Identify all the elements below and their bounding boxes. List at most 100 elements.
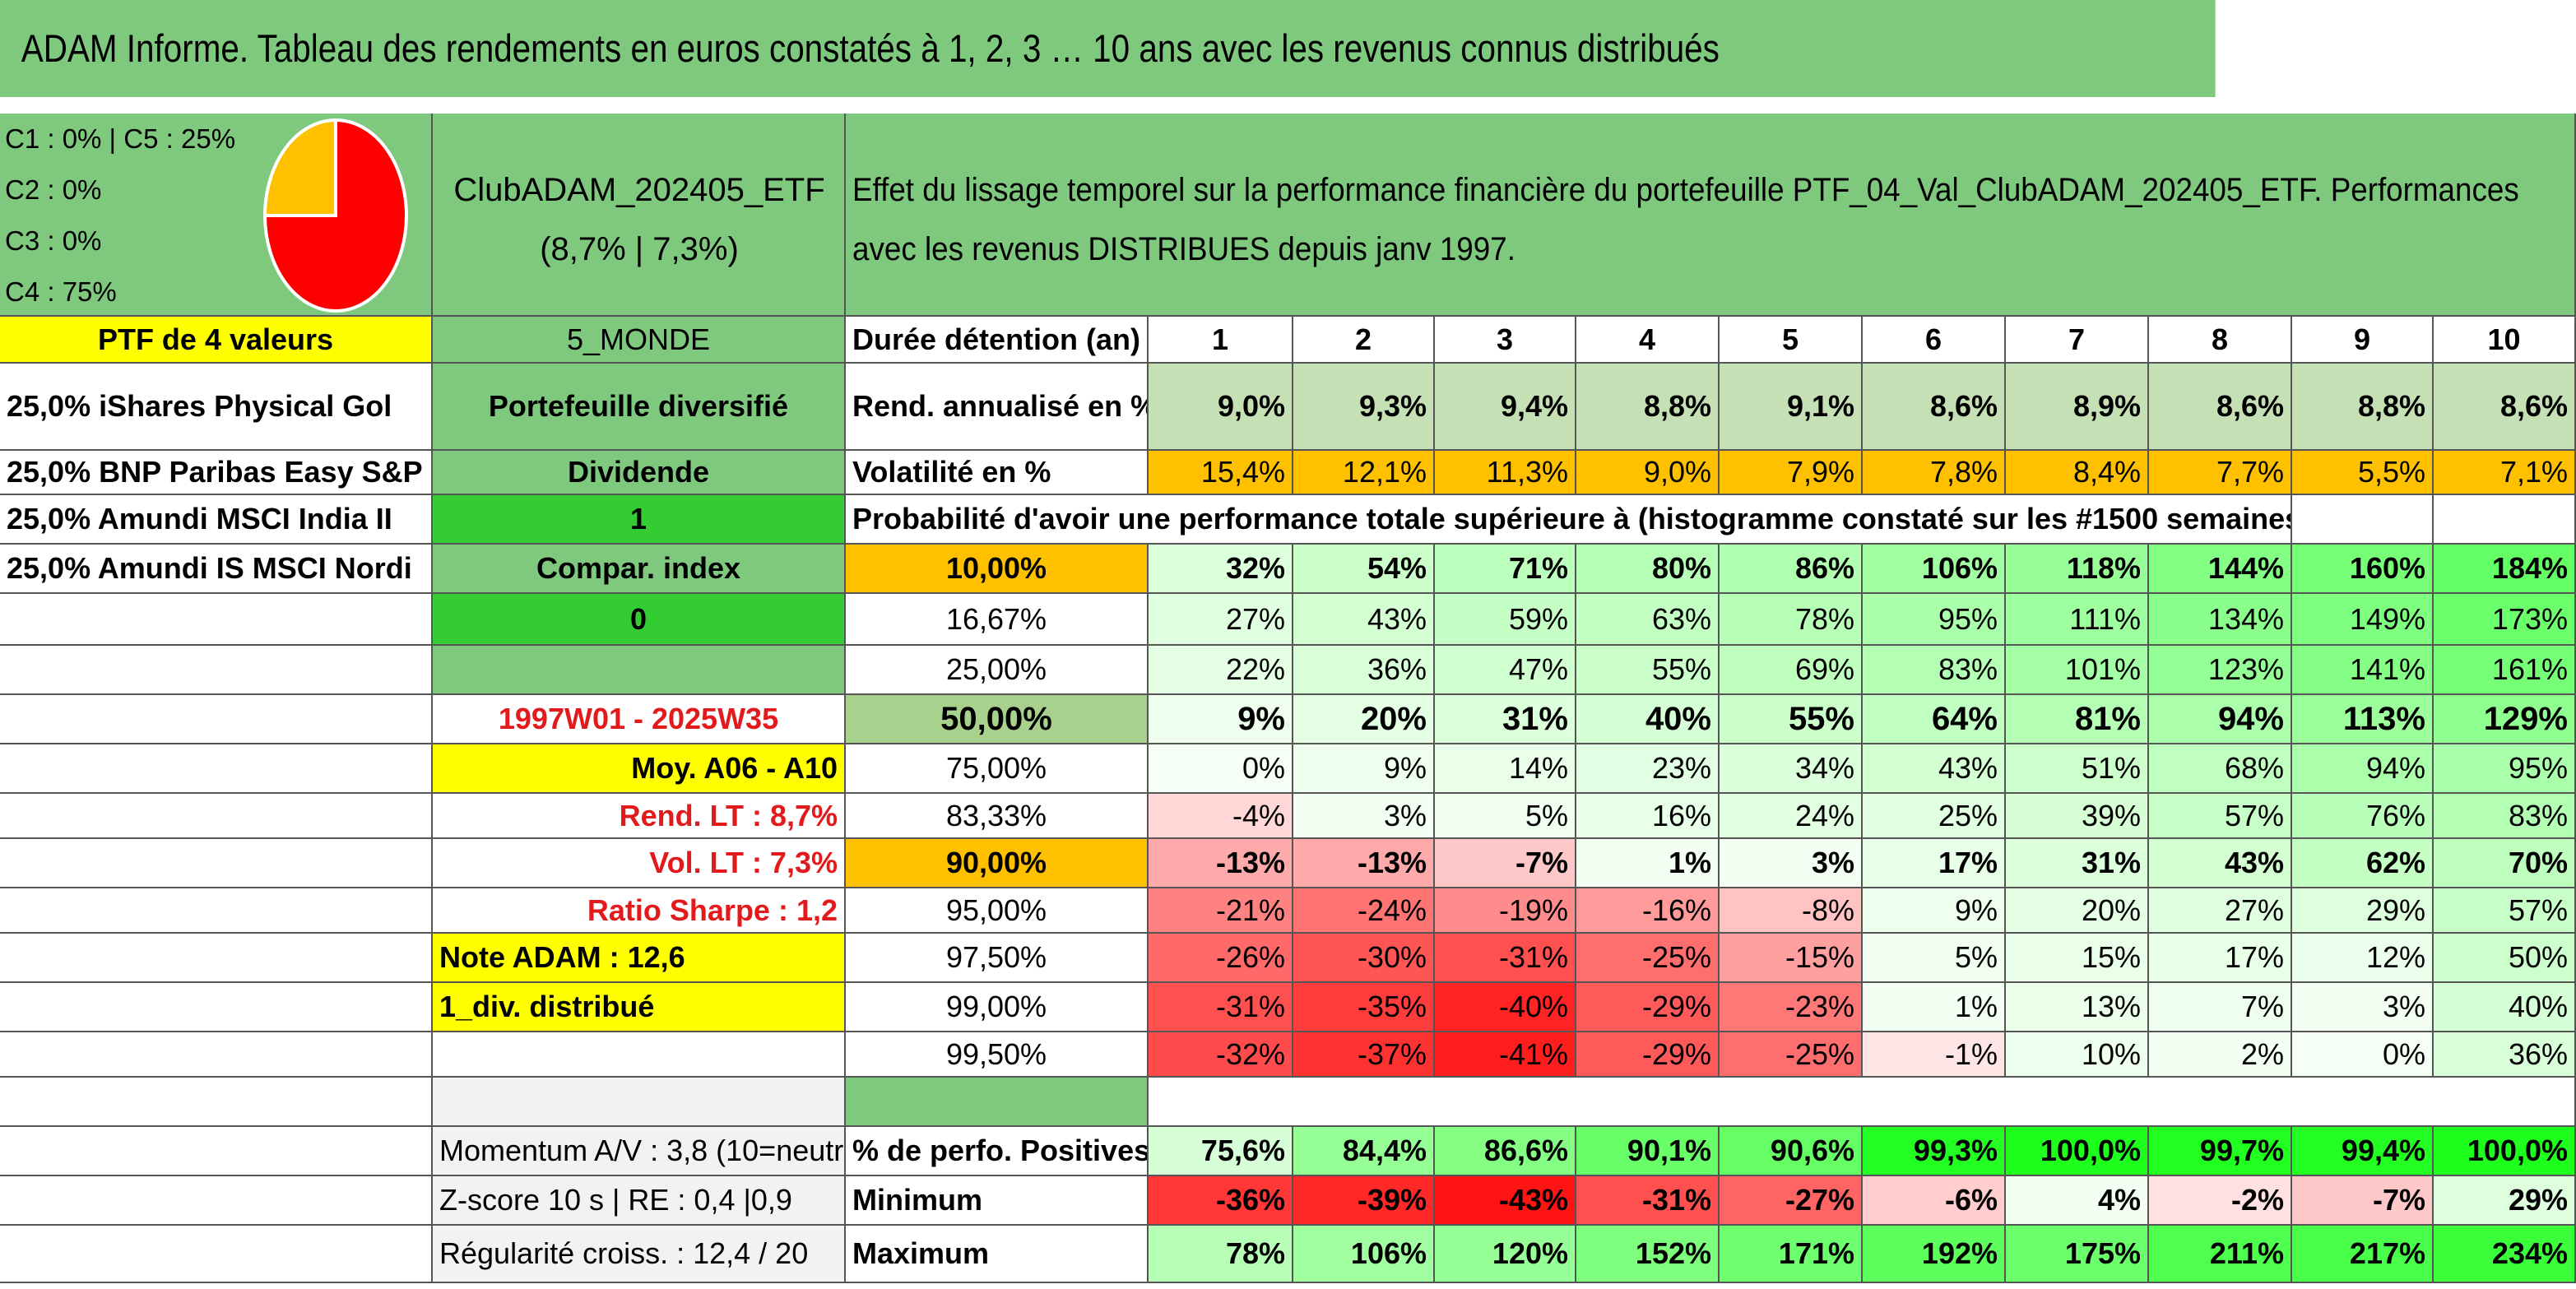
probability-value[interactable]: 27% <box>2149 888 2292 934</box>
probability-value[interactable]: 0% <box>2292 1032 2434 1078</box>
max-value[interactable]: 152% <box>1576 1226 1720 1283</box>
probability-threshold[interactable]: 10,00% <box>846 545 1149 594</box>
probability-value[interactable]: 24% <box>1720 794 1863 839</box>
probability-value[interactable]: -29% <box>1576 983 1720 1032</box>
year-header[interactable]: 8 <box>2149 317 2292 364</box>
probability-value[interactable]: 47% <box>1435 646 1576 695</box>
probability-threshold[interactable]: 97,50% <box>846 934 1149 983</box>
probability-value[interactable]: -24% <box>1293 888 1435 934</box>
pos-value[interactable]: 100,0% <box>2006 1127 2149 1176</box>
fund-box[interactable] <box>433 114 846 317</box>
probability-value[interactable]: -25% <box>1576 934 1720 983</box>
year-header[interactable]: 1 <box>1149 317 1293 364</box>
probability-value[interactable]: -40% <box>1435 983 1576 1032</box>
pos-value[interactable]: 84,4% <box>1293 1127 1435 1176</box>
probability-value[interactable]: -19% <box>1435 888 1576 934</box>
pos-value[interactable]: 99,4% <box>2292 1127 2434 1176</box>
year-header[interactable]: 3 <box>1435 317 1576 364</box>
empty-cell[interactable] <box>0 695 433 744</box>
probability-threshold[interactable]: 95,00% <box>846 888 1149 934</box>
probability-value[interactable]: 70% <box>2434 839 2576 888</box>
vol-value[interactable]: 7,8% <box>1863 451 2006 495</box>
pos-value[interactable]: 90,6% <box>1720 1127 1863 1176</box>
probability-value[interactable]: 36% <box>2434 1032 2576 1078</box>
probability-threshold[interactable]: 99,00% <box>846 983 1149 1032</box>
probability-value[interactable]: 32% <box>1149 545 1293 594</box>
year-header[interactable]: 4 <box>1576 317 1720 364</box>
empty-cell[interactable] <box>0 794 433 839</box>
dividende-label[interactable]: Dividende <box>433 451 846 495</box>
probability-threshold[interactable]: 90,00% <box>846 839 1149 888</box>
rend-value[interactable]: 9,1% <box>1720 364 1863 451</box>
probability-value[interactable]: -32% <box>1149 1032 1293 1078</box>
year-header[interactable]: 7 <box>2006 317 2149 364</box>
empty-cell[interactable] <box>0 744 433 794</box>
empty-cell[interactable] <box>433 1078 846 1127</box>
probability-value[interactable]: 83% <box>1863 646 2006 695</box>
vol-value[interactable]: 7,9% <box>1720 451 1863 495</box>
probability-value[interactable]: 43% <box>1863 744 2006 794</box>
probability-value[interactable]: -23% <box>1720 983 1863 1032</box>
probability-value[interactable]: 40% <box>1576 695 1720 744</box>
probability-value[interactable]: 0% <box>1149 744 1293 794</box>
sharpe-label[interactable]: Ratio Sharpe : 1,2 <box>433 888 846 934</box>
probability-value[interactable]: 23% <box>1576 744 1720 794</box>
probability-value[interactable]: 3% <box>1720 839 1863 888</box>
max-value[interactable]: 106% <box>1293 1226 1435 1283</box>
probability-value[interactable]: 184% <box>2434 545 2576 594</box>
probability-value[interactable]: -13% <box>1149 839 1293 888</box>
probability-value[interactable]: 123% <box>2149 646 2292 695</box>
year-header[interactable]: 10 <box>2434 317 2576 364</box>
probability-value[interactable]: -35% <box>1293 983 1435 1032</box>
probability-value[interactable]: 10% <box>2006 1032 2149 1078</box>
probability-value[interactable]: 20% <box>1293 695 1435 744</box>
probability-value[interactable]: 57% <box>2434 888 2576 934</box>
max-value[interactable]: 192% <box>1863 1226 2006 1283</box>
probability-value[interactable]: 80% <box>1576 545 1720 594</box>
probability-value[interactable]: 55% <box>1720 695 1863 744</box>
probability-value[interactable]: -41% <box>1435 1032 1576 1078</box>
probability-value[interactable]: -15% <box>1720 934 1863 983</box>
probability-value[interactable]: 9% <box>1149 695 1293 744</box>
probability-value[interactable]: -13% <box>1293 839 1435 888</box>
vol-value[interactable]: 7,7% <box>2149 451 2292 495</box>
empty-cell[interactable] <box>0 888 433 934</box>
probability-value[interactable]: 12% <box>2292 934 2434 983</box>
max-label[interactable]: Maximum <box>846 1226 1149 1283</box>
vol-value[interactable]: 7,1% <box>2434 451 2576 495</box>
probability-value[interactable]: 7% <box>2149 983 2292 1032</box>
max-value[interactable]: 78% <box>1149 1226 1293 1283</box>
max-value[interactable]: 171% <box>1720 1226 1863 1283</box>
probability-value[interactable]: 25% <box>1863 794 2006 839</box>
probability-value[interactable]: 173% <box>2434 594 2576 646</box>
probability-value[interactable]: 29% <box>2292 888 2434 934</box>
empty-cell[interactable] <box>0 594 433 646</box>
probability-value[interactable]: 2% <box>2149 1032 2292 1078</box>
rend-value[interactable]: 9,3% <box>1293 364 1435 451</box>
rend-label[interactable]: Rend. annualisé en % <box>846 364 1149 451</box>
probability-value[interactable]: -25% <box>1720 1032 1863 1078</box>
rend-value[interactable]: 9,0% <box>1149 364 1293 451</box>
probability-value[interactable]: 9% <box>1863 888 2006 934</box>
vol-value[interactable]: 9,0% <box>1576 451 1720 495</box>
pos-value[interactable]: 99,3% <box>1863 1127 2006 1176</box>
probability-value[interactable]: 14% <box>1435 744 1576 794</box>
period-label[interactable]: 1997W01 - 2025W35 <box>433 695 846 744</box>
min-value[interactable]: -6% <box>1863 1176 2006 1226</box>
min-value[interactable]: -39% <box>1293 1176 1435 1226</box>
min-value[interactable]: -7% <box>2292 1176 2434 1226</box>
probability-value[interactable]: -30% <box>1293 934 1435 983</box>
vol-value[interactable]: 12,1% <box>1293 451 1435 495</box>
probability-value[interactable]: 51% <box>2006 744 2149 794</box>
momentum-label[interactable]: Momentum A/V : 3,8 (10=neutre) <box>433 1127 846 1176</box>
empty-cell[interactable] <box>0 646 433 695</box>
pos-value[interactable]: 75,6% <box>1149 1127 1293 1176</box>
probability-value[interactable]: 78% <box>1720 594 1863 646</box>
probability-value[interactable]: 55% <box>1576 646 1720 695</box>
probability-threshold[interactable]: 50,00% <box>846 695 1149 744</box>
probability-value[interactable]: 22% <box>1149 646 1293 695</box>
probability-title[interactable]: Probabilité d'avoir une performance tota… <box>846 495 2292 545</box>
rend-value[interactable]: 9,4% <box>1435 364 1576 451</box>
probability-value[interactable]: 95% <box>1863 594 2006 646</box>
empty-cell[interactable] <box>0 1032 433 1078</box>
